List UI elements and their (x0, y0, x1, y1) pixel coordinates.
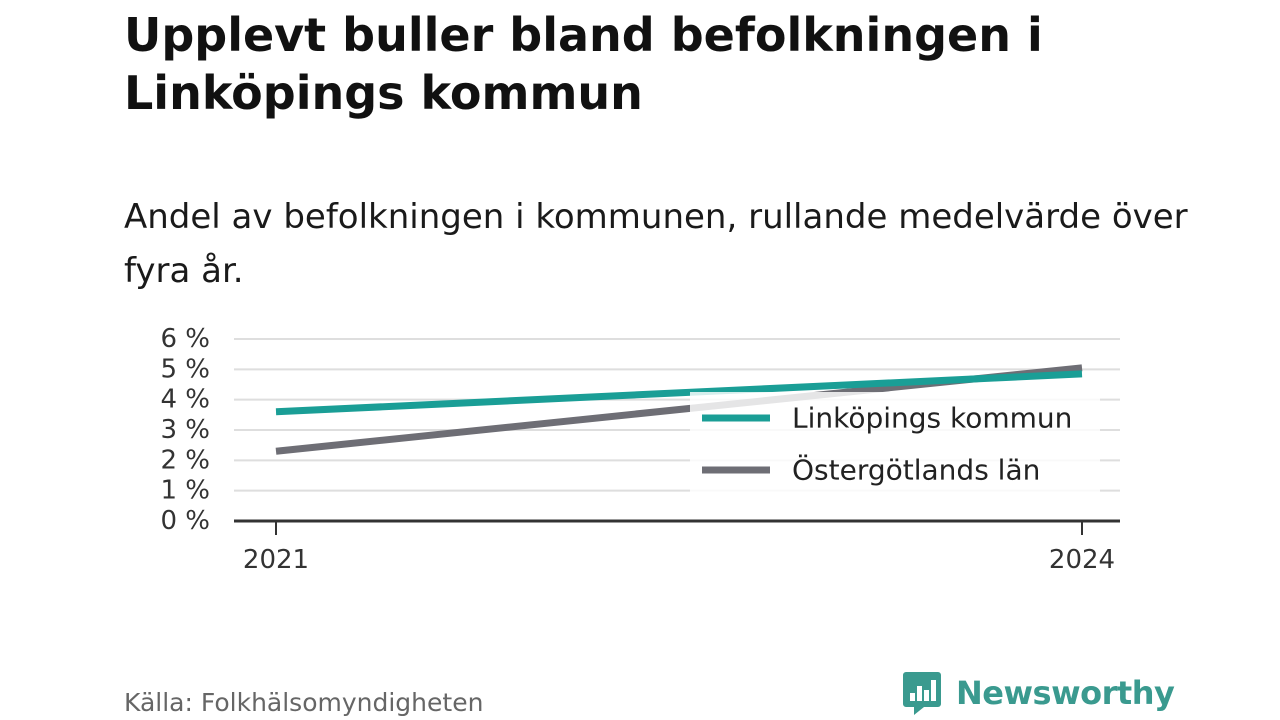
legend-background (690, 392, 1100, 492)
x-axis: 2021 2024 (234, 519, 1120, 575)
y-tick-label: 5 % (160, 354, 210, 384)
y-tick-label: 6 % (160, 324, 210, 354)
y-tick-label: 3 % (160, 415, 210, 445)
legend-label: Östergötlands län (792, 453, 1040, 487)
y-tick-label: 1 % (160, 476, 210, 506)
y-axis-ticks: 0 %1 %2 %3 %4 %5 %6 % (160, 324, 210, 536)
newsworthy-logo-icon (903, 672, 941, 715)
series-lines (275, 364, 1083, 455)
x-tick-label: 2021 (243, 545, 309, 575)
brand-logo: Newsworthy (902, 670, 1175, 716)
legend: Linköpings kommun Östergötlands län (690, 392, 1100, 492)
source-note: Källa: Folkhälsomyndigheten (124, 688, 484, 717)
y-tick-label: 2 % (160, 445, 210, 475)
series-line (275, 370, 1083, 416)
legend-label: Linköpings kommun (792, 402, 1072, 435)
y-tick-label: 0 % (160, 506, 210, 536)
y-tick-label: 4 % (160, 385, 210, 415)
brand-name: Newsworthy (956, 674, 1175, 712)
chart-subtitle: Andel av befolkningen i kommunen, rullan… (124, 197, 1188, 291)
chart-title: Upplevt buller bland befolkningen i Link… (124, 8, 1043, 120)
x-tick-label: 2024 (1049, 545, 1115, 575)
